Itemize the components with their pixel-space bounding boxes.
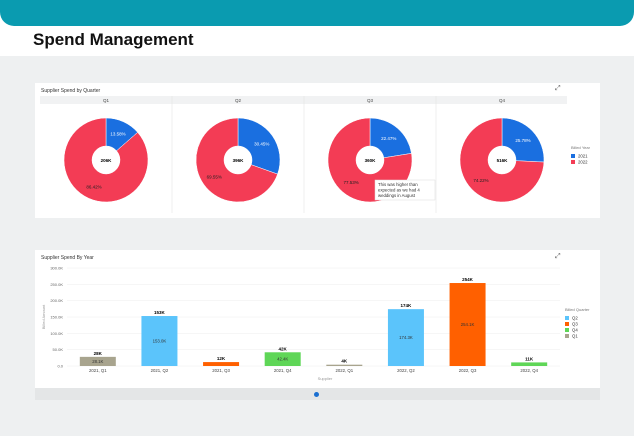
bar-inner-label: 174.3K xyxy=(399,335,413,340)
slice-label: 13.58% xyxy=(110,132,125,137)
x-tick-label: 2022, Q1 xyxy=(335,368,353,373)
legend-label-2022: 2022 xyxy=(578,160,588,165)
bar-2022, Q4 xyxy=(511,362,548,366)
bar-value-label: 42K xyxy=(279,346,288,351)
expand-icon[interactable]: ⤢ xyxy=(555,85,561,92)
y-tick-label: 200.0K xyxy=(50,298,63,303)
bar-value-label: 254K xyxy=(462,277,474,282)
pie-total-label: 516K xyxy=(497,158,509,163)
x-tick-label: 2022, Q2 xyxy=(397,368,415,373)
bar-inner-label: 42.4K xyxy=(277,357,288,362)
pie-slice-2022 xyxy=(195,117,278,203)
x-axis-label: Supplier xyxy=(318,376,333,381)
bar-value-label: 28K xyxy=(94,351,103,356)
panel-title: Supplier Spend by Quarter xyxy=(41,88,101,94)
bar-2022, Q3 xyxy=(449,283,486,366)
bar-inner-label: 28.1K xyxy=(92,359,103,364)
legend-label-Q2: Q2 xyxy=(572,316,578,321)
y-tick-label: 50.0K xyxy=(53,347,64,352)
bar-value-label: 153K xyxy=(154,310,166,315)
supplier-spend-by-year-panel: Supplier Spend By Year ⤢ 0.0 50.0K 100.0K 1… xyxy=(35,250,600,388)
legend-swatch xyxy=(571,160,575,164)
bar-2022, Q2 xyxy=(387,309,424,366)
pie-total-label: 206K xyxy=(101,158,113,163)
legend-label-Q1: Q1 xyxy=(572,334,578,339)
legend-title: Billed Year xyxy=(571,145,591,150)
slice-label: 86.42% xyxy=(86,184,101,189)
pie-charts: Q1 13.58% 86.42% 206K Q2 30.45% 69.55% 396K Q3 22… xyxy=(40,96,591,213)
legend-swatch xyxy=(565,316,569,320)
tooltip-line: weddings in August xyxy=(378,193,416,198)
pie-slice-2021 xyxy=(501,117,545,163)
legend-swatch xyxy=(565,322,569,326)
bar-value-label: 174K xyxy=(401,303,413,308)
bar-inner-label: 254.1K xyxy=(461,322,475,327)
bar-chart: 0.0 50.0K 100.0K 150.0K 200.0K 250.0K 300.0K Bi… xyxy=(41,266,590,382)
annotation-tooltip xyxy=(374,179,436,201)
bar-value-label: 12K xyxy=(217,356,226,361)
y-tick-label: 150.0K xyxy=(50,315,63,320)
slice-label: 77.53% xyxy=(344,180,359,185)
x-tick-label: 2021, Q4 xyxy=(274,368,292,373)
tooltip-line: This was higher than xyxy=(378,182,418,187)
x-tick-label: 2021, Q1 xyxy=(89,368,107,373)
bar-2022, Q1 xyxy=(326,364,363,366)
supplier-spend-by-quarter-panel: Supplier Spend by Quarter ⤢ Q1 13.58% 86.4… xyxy=(35,83,600,218)
pie-slice-2022 xyxy=(63,117,149,203)
quarter-header-Q1: Q1 xyxy=(103,98,110,103)
x-tick-label: 2022, Q3 xyxy=(459,368,477,373)
legend-swatch xyxy=(565,334,569,338)
bar-value-label: 11K xyxy=(525,356,534,361)
y-tick-label: 300.0K xyxy=(50,266,63,271)
legend-title: Billed Quarter xyxy=(565,307,590,312)
y-tick-label: 100.0K xyxy=(50,331,63,336)
pie-slice-2021 xyxy=(237,117,281,175)
tooltip-line: expected as we had 4 xyxy=(378,188,420,193)
slice-label: 74.22% xyxy=(473,178,488,183)
pie-slice-2022 xyxy=(459,117,545,203)
bar-2021, Q3 xyxy=(203,362,240,366)
legend-swatch xyxy=(571,154,575,158)
slice-label: 69.55% xyxy=(207,175,222,180)
quarter-header-Q2: Q2 xyxy=(235,98,242,103)
slice-label: 22.47% xyxy=(381,136,396,141)
quarter-header-row xyxy=(40,96,567,104)
bar-value-label: 4K xyxy=(341,359,348,364)
panel-title: Supplier Spend By Year xyxy=(41,255,94,261)
page-title: Spend Management xyxy=(33,30,194,49)
x-tick-label: 2022, Q4 xyxy=(520,368,538,373)
slice-label: 30.45% xyxy=(254,141,269,146)
legend-label-2021: 2021 xyxy=(578,154,588,159)
quarter-header-Q4: Q4 xyxy=(499,98,506,103)
y-tick-label: 0.0 xyxy=(57,364,63,369)
bar-2021, Q1 xyxy=(79,356,116,366)
x-tick-label: 2021, Q3 xyxy=(212,368,230,373)
legend-label-Q3: Q3 xyxy=(572,322,578,327)
slice-label: 25.78% xyxy=(515,138,530,143)
quarter-header-Q3: Q3 xyxy=(367,98,374,103)
pie-total-label: 396K xyxy=(233,158,245,163)
bar-2021, Q2 xyxy=(141,316,178,366)
expand-icon[interactable]: ⤢ xyxy=(555,253,561,260)
y-tick-label: 250.0K xyxy=(50,282,63,287)
y-axis-label: Billed Amount xyxy=(41,304,46,329)
legend-label-Q4: Q4 xyxy=(572,328,578,333)
page-indicator-dot[interactable] xyxy=(314,392,319,397)
legend-swatch xyxy=(565,328,569,332)
pie-total-label: 360K xyxy=(365,158,377,163)
top-bar xyxy=(0,0,634,26)
x-tick-label: 2021, Q2 xyxy=(151,368,169,373)
bar-2021, Q4 xyxy=(264,352,301,366)
bar-inner-label: 153.0K xyxy=(153,339,167,344)
